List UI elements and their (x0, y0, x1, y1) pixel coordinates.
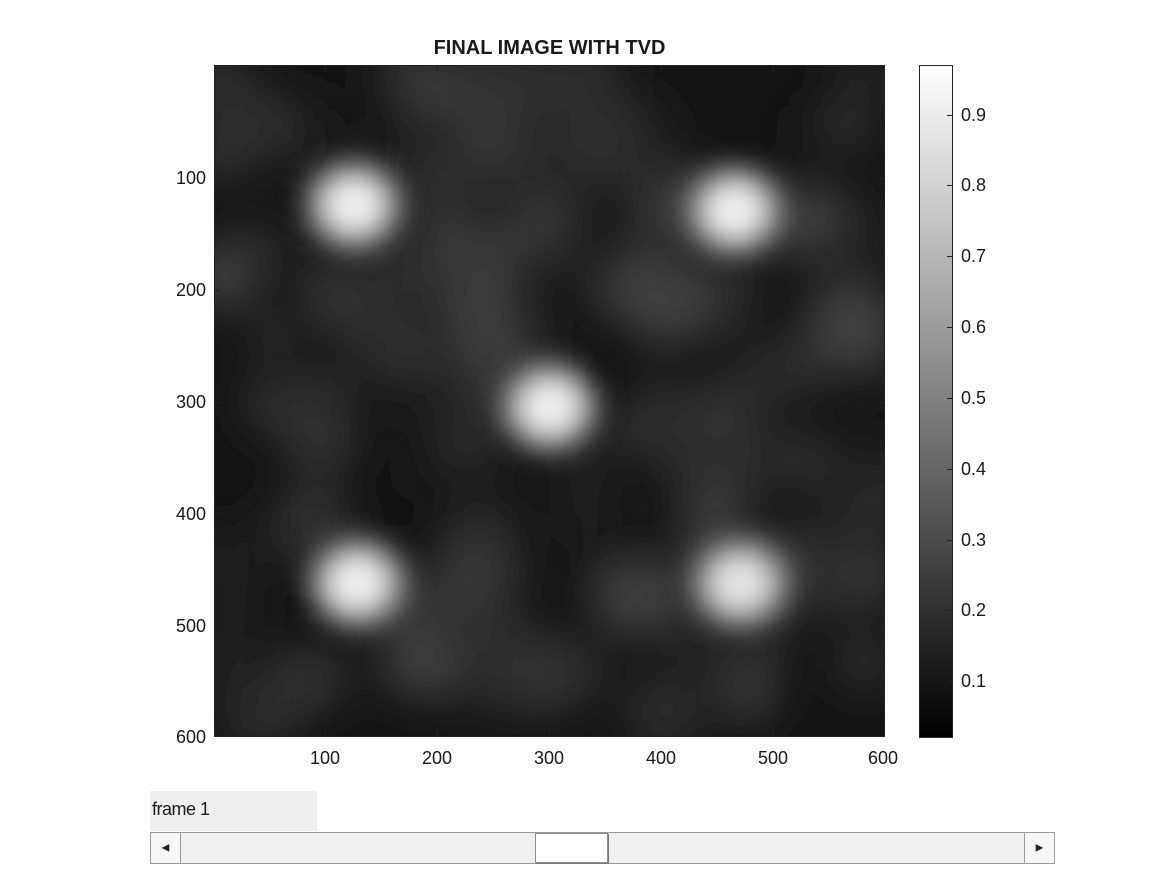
y-tickmark (214, 290, 220, 291)
y-tickmark (214, 402, 220, 403)
x-tick-500: 500 (743, 748, 803, 769)
colorbar-tickmark (947, 681, 953, 682)
spot-top-right (705, 183, 765, 239)
frame-label: frame 1 (150, 791, 317, 831)
texture-blob (608, 410, 647, 449)
x-tickmark (325, 731, 326, 737)
texture-blob (573, 455, 616, 498)
colorbar-tick-label: 0.1 (961, 671, 986, 691)
colorbar-tick-label: 0.6 (961, 317, 986, 337)
x-tickmark-top (549, 65, 550, 71)
texture-blob (794, 439, 854, 499)
y-tick-100: 100 (166, 168, 206, 188)
colorbar-tickmark (947, 327, 953, 328)
y-tickmark (214, 178, 220, 179)
spot-center (520, 379, 580, 435)
y-tickmark-right (879, 290, 885, 291)
y-tickmark-right (879, 626, 885, 627)
y-tickmark-right (879, 514, 885, 515)
x-tickmark (773, 731, 774, 737)
texture-blob (607, 96, 670, 159)
left-arrow-icon: ◀ (162, 843, 170, 854)
texture-blob (521, 83, 593, 155)
texture-blob (819, 97, 876, 154)
texture-blob (460, 610, 502, 652)
texture-blob (279, 644, 347, 712)
x-tickmark (661, 731, 662, 737)
colorbar-tick-label: 0.4 (961, 459, 986, 479)
colorbar-tick-label: 0.5 (961, 388, 986, 408)
colorbar-tickmark (947, 398, 953, 399)
colorbar-tick-label: 0.8 (961, 175, 986, 195)
y-tickmark (214, 626, 220, 627)
tvd-image (215, 66, 885, 737)
texture-blob (288, 94, 359, 165)
colorbar-tick-label: 0.3 (961, 530, 986, 550)
texture-blob (499, 555, 539, 595)
texture-blob (293, 363, 348, 418)
image-axes[interactable] (214, 65, 885, 737)
texture-blob (251, 390, 301, 440)
x-tick-200: 200 (407, 748, 467, 769)
x-tickmark-top (661, 65, 662, 71)
texture-blob (554, 502, 632, 580)
y-tick-600: 600 (166, 727, 206, 747)
spot-bottom-right (710, 555, 770, 611)
texture-blob (822, 304, 885, 370)
texture-blob (565, 650, 607, 692)
texture-blob (550, 259, 587, 296)
x-tick-400: 400 (631, 748, 691, 769)
y-tick-300: 300 (166, 392, 206, 412)
x-tick-300: 300 (519, 748, 579, 769)
spot-bottom-left (327, 555, 387, 611)
colorbar[interactable] (919, 65, 953, 738)
y-tickmark-right (879, 178, 885, 179)
slider-right-button[interactable]: ▶ (1024, 833, 1054, 863)
y-tickmark-right (879, 402, 885, 403)
x-tickmark-top (437, 65, 438, 71)
texture-blob (791, 197, 838, 244)
spot-top-left (324, 177, 384, 233)
y-tickmark (214, 514, 220, 515)
x-tickmark (437, 731, 438, 737)
colorbar-tick-label: 0.2 (961, 600, 986, 620)
y-tick-400: 400 (166, 504, 206, 524)
texture-blob (488, 298, 533, 343)
y-tick-200: 200 (166, 280, 206, 300)
colorbar-tickmark (947, 185, 953, 186)
x-tick-100: 100 (295, 748, 355, 769)
texture-blob (403, 460, 443, 500)
texture-blob (645, 399, 730, 484)
x-tickmark (549, 731, 550, 737)
texture-blob (262, 505, 309, 552)
texture-blob (730, 342, 797, 409)
x-tickmark-top (325, 65, 326, 71)
texture-blob (626, 266, 706, 346)
colorbar-tickmark (947, 115, 953, 116)
colorbar-tickmark (947, 540, 953, 541)
colorbar-tickmark (947, 610, 953, 611)
right-arrow-icon: ▶ (1036, 843, 1044, 854)
figure-title: FINAL IMAGE WITH TVD (214, 37, 885, 60)
x-tickmark-top (773, 65, 774, 71)
slider-thumb[interactable] (535, 833, 608, 863)
colorbar-tickmark (947, 256, 953, 257)
texture-blob (508, 184, 582, 258)
colorbar-tickmark (947, 469, 953, 470)
texture-blob (726, 666, 776, 716)
slider-left-button[interactable]: ◀ (151, 833, 181, 863)
texture-blob (685, 619, 723, 657)
frame-slider[interactable]: ◀ ▶ (150, 832, 1055, 864)
x-tick-600: 600 (853, 748, 913, 769)
y-tick-500: 500 (166, 616, 206, 636)
colorbar-tick-label: 0.9 (961, 105, 986, 125)
texture-blob (252, 316, 295, 359)
colorbar-tick-label: 0.7 (961, 246, 986, 266)
texture-blob (353, 366, 421, 434)
